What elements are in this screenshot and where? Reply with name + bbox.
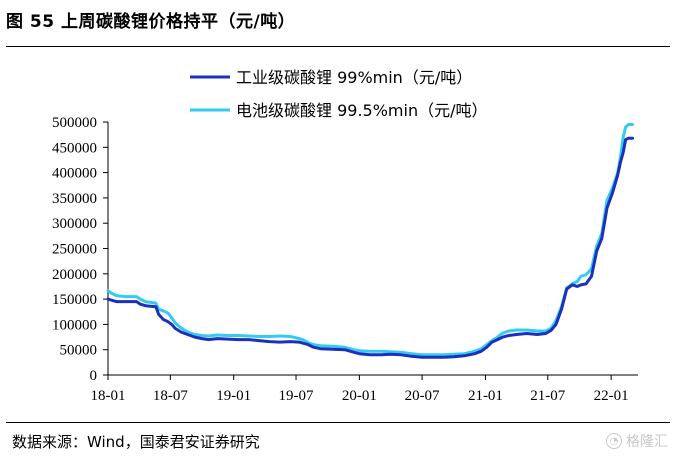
x-tick-label: 20-01 [342,388,377,404]
x-tick-label: 19-07 [279,388,314,404]
watermark: ◔ 格隆汇 [606,431,668,451]
x-tick-label: 18-01 [91,388,126,404]
source-divider [6,422,670,423]
legend-label-1: 工业级碳酸锂 99%min（元/吨） [236,68,472,87]
data-source-note: 数据来源：Wind，国泰君安证券研究 [12,433,260,451]
y-tick-label: 50000 [60,343,98,359]
y-tick-label: 350000 [52,191,97,207]
x-tick-label: 19-01 [216,388,251,404]
legend-label-2: 电池级碳酸锂 99.5%min（元/吨） [236,101,487,120]
x-tick-label: 18-07 [153,388,188,404]
y-tick-label: 200000 [52,267,97,283]
y-tick-label: 0 [90,368,98,384]
y-tick-label: 400000 [52,166,97,182]
chart-legend: 工业级碳酸锂 99%min（元/吨） 电池级碳酸锂 99.5%min（元/吨） [190,68,487,120]
x-tick-label: 20-07 [405,388,440,404]
series-line-2 [106,123,634,357]
x-tick-label: 21-07 [530,388,565,404]
x-tick-label: 22-01 [594,388,629,404]
plot-area [106,123,634,359]
x-tick-label: 21-01 [468,388,503,404]
y-tick-label: 150000 [52,292,97,308]
logo-icon: ◔ [606,433,622,449]
line-chart: 工业级碳酸锂 99%min（元/吨） 电池级碳酸锂 99.5%min（元/吨） 0… [52,68,638,404]
y-tick-label: 100000 [52,317,97,333]
series-line-1 [106,136,634,359]
y-tick-label: 300000 [52,216,97,232]
figure-title: 图 55 上周碳酸锂价格持平（元/吨） [6,12,296,32]
title-divider [6,46,670,47]
y-tick-label: 250000 [52,242,97,258]
y-axis: 0 50000 100000 150000 200000 250000 300000 3500… [52,115,109,384]
watermark-text: 格隆汇 [626,434,668,450]
y-tick-label: 500000 [52,115,97,131]
x-axis: 18-01 18-07 19-01 19-07 20-01 20-07 21-01 21-07… [91,374,638,404]
y-tick-label: 450000 [52,140,97,156]
